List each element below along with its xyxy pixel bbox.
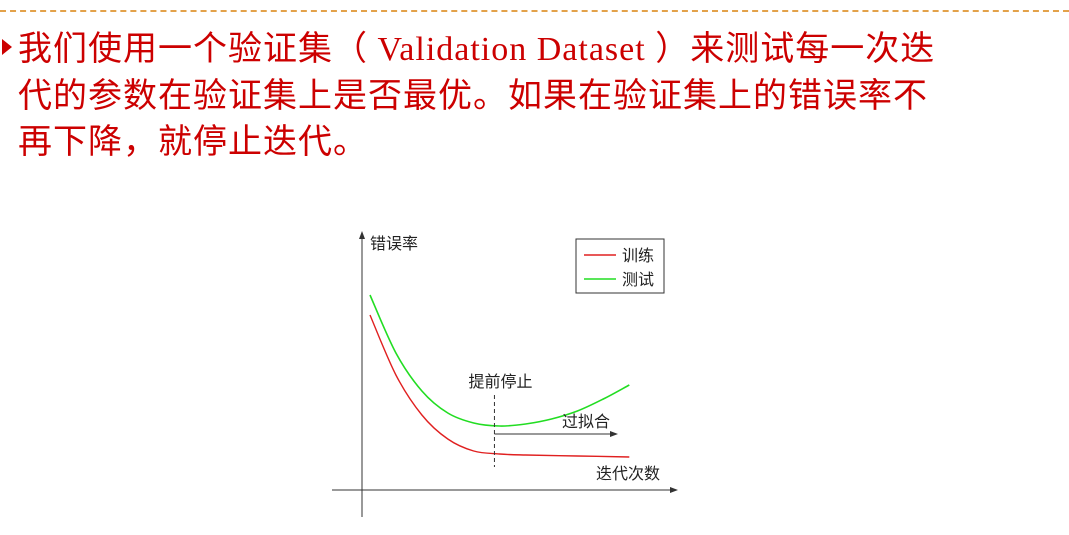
bullet-paragraph: 我们使用一个验证集（ Validation Dataset ）来测试每一次迭 代…	[2, 26, 1062, 165]
bullet-line1-a: 我们使用一个验证集（	[18, 29, 368, 69]
bullet-row: 我们使用一个验证集（ Validation Dataset ）来测试每一次迭 代…	[2, 26, 1062, 165]
overfit-arrow-head-icon	[610, 431, 618, 437]
bullet-line3: 再下降，就停止迭代。	[18, 122, 368, 162]
legend-box	[575, 238, 665, 294]
bullet-line1-b: ）来测试每一次迭	[655, 29, 936, 69]
series-line-test	[369, 294, 630, 427]
bullet-triangle-icon	[2, 39, 12, 55]
bullet-line1-english: Validation Dataset	[368, 31, 656, 68]
overfit-label: 过拟合	[562, 412, 610, 431]
bullet-text: 我们使用一个验证集（ Validation Dataset ）来测试每一次迭 代…	[18, 26, 935, 165]
bullet-line2: 代的参数在验证集上是否最优。如果在验证集上的错误率不	[18, 76, 928, 116]
series-line-train	[369, 314, 630, 458]
early-stop-label: 提前停止	[468, 372, 532, 391]
y-axis-label: 错误率	[370, 234, 418, 253]
legend-label-train: 训练	[622, 246, 654, 265]
x-axis-label: 迭代次数	[596, 464, 660, 483]
x-axis-arrow-icon	[670, 487, 678, 493]
legend-label-test: 测试	[622, 270, 654, 289]
early-stopping-chart: 错误率 迭代次数 提前停止 过拟合 训练 测试	[332, 231, 678, 517]
y-axis-arrow-icon	[359, 231, 365, 239]
top-dashed-rule	[0, 10, 1069, 12]
